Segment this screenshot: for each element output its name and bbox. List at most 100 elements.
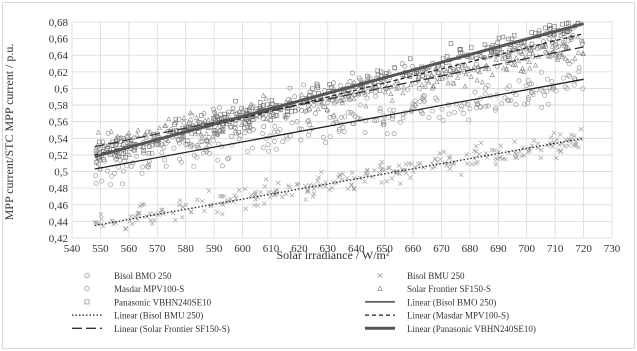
legend-marker-x: [377, 272, 383, 279]
data-point-circle: [397, 119, 403, 125]
data-point-square: [552, 24, 557, 29]
data-point-circle: [93, 173, 99, 179]
data-point-x: [152, 218, 157, 223]
data-point-square: [121, 142, 126, 147]
data-point-x: [412, 165, 418, 170]
data-point-x: [473, 143, 479, 149]
data-point-x: [496, 149, 501, 155]
data-point-circle: [263, 136, 269, 142]
data-point-square: [505, 54, 511, 60]
data-point-circle: [349, 70, 355, 76]
data-point-circle: [400, 115, 406, 121]
data-point-x: [199, 198, 205, 204]
data-point-square: [506, 36, 511, 42]
data-point-triangle: [448, 72, 454, 77]
data-point-triangle: [248, 101, 254, 107]
data-point-square: [469, 45, 474, 50]
data-point-triangle: [202, 117, 208, 123]
data-point-triangle: [134, 131, 140, 137]
data-point-circle: [352, 113, 358, 119]
data-point-square: [566, 20, 571, 26]
data-point-triangle: [324, 107, 330, 113]
data-point-x: [446, 155, 452, 161]
data-point-triangle: [439, 75, 445, 81]
data-point-x: [430, 165, 435, 171]
x-tick-label: 670: [433, 243, 450, 255]
data-point-x: [494, 156, 500, 162]
data-point-square: [456, 63, 461, 69]
y-tick-label: 0,48: [49, 183, 69, 195]
data-point-circle: [549, 79, 555, 85]
data-point-circle: [212, 109, 217, 115]
data-point-x: [548, 140, 553, 146]
data-point-x: [567, 138, 573, 144]
data-point-circle: [402, 64, 408, 69]
data-point-circle: [331, 80, 336, 86]
data-point-circle: [412, 98, 418, 104]
data-point-circle: [384, 131, 390, 137]
data-point-circle: [146, 164, 151, 170]
legend-item: Bisol BMU 250: [377, 271, 465, 281]
legend-marker-circle: [84, 272, 90, 279]
data-point-x: [478, 140, 484, 146]
data-point-circle: [485, 103, 491, 109]
data-point-circle: [561, 75, 566, 81]
data-point-x: [519, 153, 524, 159]
data-point-x: [130, 221, 135, 227]
data-point-square: [548, 26, 554, 31]
data-point-circle: [220, 163, 225, 169]
data-point-triangle: [341, 96, 347, 102]
data-point-x: [538, 147, 544, 153]
x-tick-label: 620: [291, 243, 308, 255]
data-point-triangle: [142, 132, 148, 138]
data-point-x: [398, 181, 403, 186]
legend-label: Masdar MPV100-S: [114, 284, 184, 294]
data-point-circle: [318, 99, 324, 105]
data-point-circle: [461, 111, 467, 116]
data-point-x: [377, 163, 383, 169]
data-point-x: [92, 220, 98, 225]
data-point-circle: [387, 107, 393, 113]
data-point-triangle: [304, 107, 310, 113]
data-point-circle: [181, 120, 187, 126]
x-tick-label: 710: [547, 243, 564, 255]
data-point-circle: [430, 108, 435, 114]
data-point-square: [220, 127, 226, 132]
data-point-square: [289, 109, 294, 114]
y-tick-label: 0,52: [49, 150, 68, 162]
data-point-circle: [537, 44, 543, 50]
data-point-triangle: [210, 133, 216, 139]
data-point-x: [364, 169, 370, 174]
data-point-circle: [404, 87, 410, 93]
data-point-square: [500, 34, 506, 40]
legend-label: Linear (Bisol BMO 250): [407, 297, 496, 307]
data-point-x: [362, 179, 367, 184]
data-point-x: [476, 151, 482, 157]
data-point-circle: [543, 49, 549, 55]
data-point-square: [543, 25, 548, 31]
data-point-circle: [567, 73, 572, 79]
data-point-circle: [348, 110, 354, 115]
data-point-triangle: [147, 128, 153, 134]
data-point-triangle: [518, 68, 524, 74]
data-point-square: [509, 36, 515, 42]
data-point-triangle: [479, 79, 485, 85]
data-point-square: [101, 157, 106, 162]
data-point-square: [285, 112, 290, 117]
data-point-square: [564, 29, 570, 35]
data-point-triangle: [124, 133, 130, 139]
data-point-circle: [108, 182, 113, 188]
data-point-x: [349, 170, 355, 175]
data-point-square: [247, 107, 252, 113]
trendline: [94, 137, 584, 227]
data-point-square: [173, 117, 179, 122]
data-point-triangle: [526, 58, 532, 64]
trend-layer: [94, 22, 584, 227]
data-point-x: [357, 175, 363, 181]
data-point-x: [573, 143, 578, 149]
data-point-circle: [306, 118, 312, 123]
data-point-triangle: [482, 66, 488, 72]
data-point-x: [311, 191, 317, 196]
data-point-circle: [215, 157, 221, 163]
